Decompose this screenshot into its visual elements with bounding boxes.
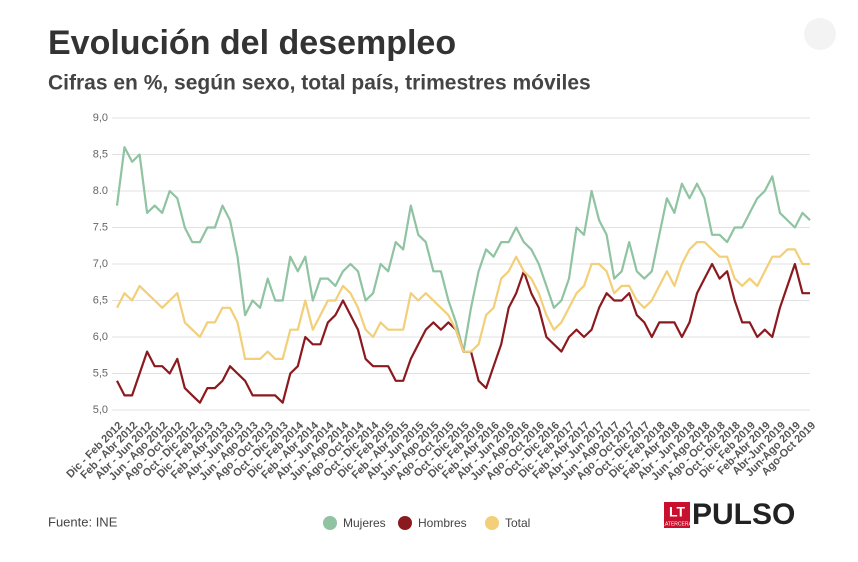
legend-label: Hombres [418,516,467,530]
chart-subtitle: Cifras en %, según sexo, total país, tri… [48,72,591,95]
series-line [116,262,810,404]
legend-label: Mujeres [343,516,386,530]
y-tick-label: 6,5 [93,294,108,306]
logo-sub: LATERCERA [662,521,692,527]
legend-label: Total [505,516,530,530]
logo-mark: LT [669,504,686,520]
chart-title: Evolución del desempleo [48,24,456,62]
y-tick-label: 9,0 [93,112,108,124]
logo-name: PULSO [692,498,795,531]
legend-swatch [485,516,499,530]
legend-swatch [323,516,337,530]
logo-box [664,502,690,528]
y-tick-label: 6,0 [93,331,108,343]
y-tick-label: 5,0 [93,404,108,416]
source: Fuente: INE [48,514,118,529]
y-tick-label: 7,0 [93,258,108,270]
series-line [115,146,811,353]
y-tick-label: 8.0 [93,185,108,197]
series-line [116,241,810,360]
icon [804,18,836,50]
y-tick-label: 5,5 [93,367,108,379]
y-tick-label: 7.5 [93,221,108,233]
y-tick-label: 8,5 [93,148,108,160]
legend-swatch [398,516,412,530]
